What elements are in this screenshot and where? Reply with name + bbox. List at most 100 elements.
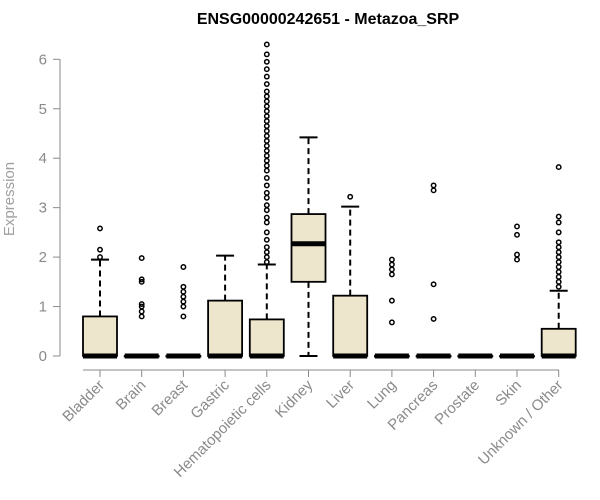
y-axis-title: Expression bbox=[1, 162, 18, 236]
x-tick-label: Kidney bbox=[272, 376, 317, 421]
outlier-point bbox=[514, 223, 520, 230]
outlier-point bbox=[263, 103, 270, 110]
outlier-point bbox=[263, 219, 270, 226]
outlier-point bbox=[555, 249, 562, 256]
outlier-point bbox=[97, 246, 103, 253]
outlier-point bbox=[555, 254, 562, 261]
y-tick-label: 4 bbox=[39, 150, 47, 167]
outlier-point bbox=[180, 288, 187, 295]
box-group bbox=[373, 256, 410, 359]
outlier-point bbox=[263, 142, 270, 149]
outlier-point bbox=[555, 264, 562, 270]
outlier-point bbox=[138, 313, 145, 320]
box bbox=[540, 327, 577, 357]
outlier-point bbox=[263, 58, 270, 65]
outlier-point bbox=[388, 261, 395, 268]
box-group bbox=[248, 41, 285, 359]
outlier-point bbox=[430, 315, 437, 322]
y-tick-label: 2 bbox=[39, 249, 47, 266]
outlier-point bbox=[430, 187, 437, 194]
outlier-point bbox=[263, 214, 270, 221]
outlier-point bbox=[263, 236, 270, 243]
outlier-point bbox=[555, 273, 562, 280]
outlier-point bbox=[138, 301, 145, 308]
outlier-point bbox=[514, 251, 520, 258]
outlier-point bbox=[263, 229, 270, 236]
box-group bbox=[123, 255, 160, 359]
outlier-point bbox=[555, 219, 562, 226]
outlier-point bbox=[263, 137, 270, 144]
outlier-point bbox=[263, 147, 270, 154]
x-tick-label: Lung bbox=[364, 377, 400, 413]
y-tick-label: 3 bbox=[39, 200, 47, 217]
outlier-point bbox=[138, 308, 145, 315]
outlier-point bbox=[263, 207, 270, 214]
x-tick-label: Bladder bbox=[59, 377, 108, 426]
x-tick-label: Liver bbox=[323, 377, 358, 412]
outlier-point bbox=[555, 213, 562, 220]
outlier-point bbox=[263, 98, 270, 105]
outlier-point bbox=[263, 113, 270, 120]
box-group bbox=[207, 254, 244, 359]
outlier-point bbox=[555, 244, 562, 251]
box-group bbox=[540, 164, 577, 359]
outlier-point bbox=[263, 66, 270, 73]
outlier-point bbox=[263, 244, 270, 251]
outlier-point bbox=[263, 132, 270, 139]
box bbox=[207, 299, 244, 357]
outlier-point bbox=[388, 266, 395, 273]
outlier-point bbox=[263, 162, 270, 169]
y-tick-label: 1 bbox=[39, 299, 47, 316]
outlier-point bbox=[263, 249, 270, 256]
x-tick-label: Prostate bbox=[432, 377, 484, 429]
outlier-point bbox=[263, 189, 270, 196]
outlier-point bbox=[430, 281, 437, 288]
outlier-point bbox=[263, 73, 270, 80]
outlier-point bbox=[555, 229, 562, 236]
outlier-point bbox=[263, 175, 270, 181]
outlier-point bbox=[138, 278, 145, 285]
outlier-point bbox=[263, 152, 270, 159]
box-group bbox=[457, 353, 494, 359]
box bbox=[290, 213, 327, 283]
chart-title: ENSG00000242651 - Metazoa_SRP bbox=[197, 11, 460, 28]
outlier-point bbox=[263, 108, 270, 115]
outlier-point bbox=[430, 182, 437, 189]
outlier-point bbox=[555, 268, 562, 275]
outlier-point bbox=[555, 164, 562, 171]
y-tick-label: 5 bbox=[39, 101, 47, 118]
outlier-point bbox=[180, 313, 187, 320]
box-group bbox=[165, 264, 202, 359]
boxes bbox=[82, 41, 577, 359]
outlier-point bbox=[263, 157, 270, 164]
y-tick-label: 6 bbox=[39, 51, 47, 68]
outlier-point bbox=[263, 128, 270, 134]
outlier-point bbox=[555, 283, 562, 290]
outlier-point bbox=[97, 225, 103, 232]
outlier-point bbox=[388, 256, 395, 263]
outlier-point bbox=[263, 182, 270, 189]
outlier-point bbox=[263, 202, 270, 209]
x-tick-label: Skin bbox=[492, 377, 525, 410]
box-group bbox=[290, 136, 327, 357]
x-tick-label: Brain bbox=[113, 377, 150, 414]
outlier-point bbox=[263, 41, 270, 48]
outlier-point bbox=[263, 167, 270, 174]
outlier-point bbox=[263, 123, 270, 130]
box-group bbox=[415, 182, 452, 359]
outlier-point bbox=[263, 93, 270, 100]
outlier-point bbox=[514, 256, 520, 263]
outlier-point bbox=[263, 81, 270, 87]
outlier-point bbox=[180, 283, 187, 290]
outlier-point bbox=[97, 254, 103, 261]
outlier-point bbox=[388, 271, 395, 278]
outlier-point bbox=[138, 255, 145, 262]
outlier-point bbox=[514, 231, 520, 238]
outlier-point bbox=[180, 293, 187, 300]
y-tick-label: 0 bbox=[39, 348, 47, 365]
outlier-point bbox=[555, 239, 562, 246]
box bbox=[332, 294, 369, 357]
outlier-point bbox=[263, 259, 270, 265]
outlier-point bbox=[180, 303, 187, 310]
